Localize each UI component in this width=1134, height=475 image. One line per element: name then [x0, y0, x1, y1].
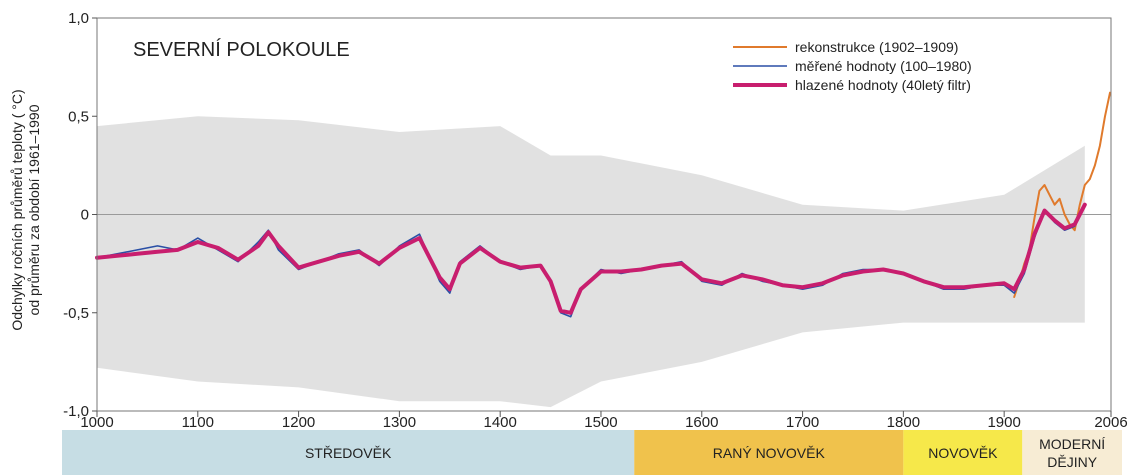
x-tick-label: 1700: [786, 414, 819, 431]
series-line-3: [95, 202, 1087, 315]
era-band-3: [903, 430, 1023, 475]
x-tick-label: 1600: [685, 414, 718, 431]
era-band-2: [634, 430, 904, 475]
era-label-4-line-1: MODERNÍ: [1039, 436, 1105, 452]
y-axis: -1,0 -0,5 0 0,5 1,0: [63, 10, 97, 420]
uncertainty-layer: [97, 116, 1085, 408]
y-axis-label-line-1: Odchylky ročních průměrů teploty ( °C): [9, 89, 25, 330]
x-tick-label: 1000: [80, 414, 113, 431]
x-tick-label: 1200: [282, 414, 315, 431]
series-layer: [95, 91, 1111, 318]
era-label-1: STŘEDOVĚK: [305, 445, 392, 461]
y-axis-label: Odchylky ročních průměrů teploty ( °C) o…: [9, 89, 42, 330]
y-tick-label: -0,5: [63, 305, 89, 322]
chart-title: SEVERNÍ POLOKOULE: [133, 38, 350, 61]
y-tick-label: 1,0: [68, 10, 89, 27]
legend: rekonstrukce (1902–1909) měřené hodnoty (…: [733, 39, 972, 93]
x-tick-label: 1800: [887, 414, 920, 431]
x-tick-label: 1100: [182, 414, 214, 431]
era-band-1: [62, 430, 635, 475]
x-tick-label: 1900: [987, 414, 1020, 431]
uncertainty-band: [97, 116, 1085, 408]
x-axis: 1000 1100 1200 1300 1400 1500 1600 1700 1800 1900…: [80, 411, 1128, 431]
x-tick-label: 1300: [383, 414, 416, 431]
legend-label-1: rekonstrukce (1902–1909): [795, 39, 958, 55]
x-tick-label: 1500: [584, 414, 617, 431]
y-tick-label: -1,0: [63, 403, 89, 420]
era-band: STŘEDOVĚK RANÝ NOVOVĚK NOVOVĚK MODERNÍ DĚJIN…: [62, 430, 1122, 475]
era-band-4: [1022, 430, 1122, 475]
y-axis-label-line-2: od průměru za období 1961–1990: [26, 104, 42, 315]
y-tick-label: 0: [81, 207, 89, 224]
era-label-3: NOVOVĚK: [928, 445, 998, 461]
era-label-2: RANÝ NOVOVĚK: [713, 445, 826, 461]
era-label-4-line-2: DĚJINY: [1047, 454, 1097, 470]
x-tick-label: 1400: [483, 414, 516, 431]
x-tick-label: 2006: [1094, 414, 1127, 431]
y-tick-label: 0,5: [68, 108, 89, 125]
legend-label-2: měřené hodnoty (100–1980): [795, 58, 972, 74]
legend-label-3: hlazené hodnoty (40letý filtr): [795, 77, 971, 93]
